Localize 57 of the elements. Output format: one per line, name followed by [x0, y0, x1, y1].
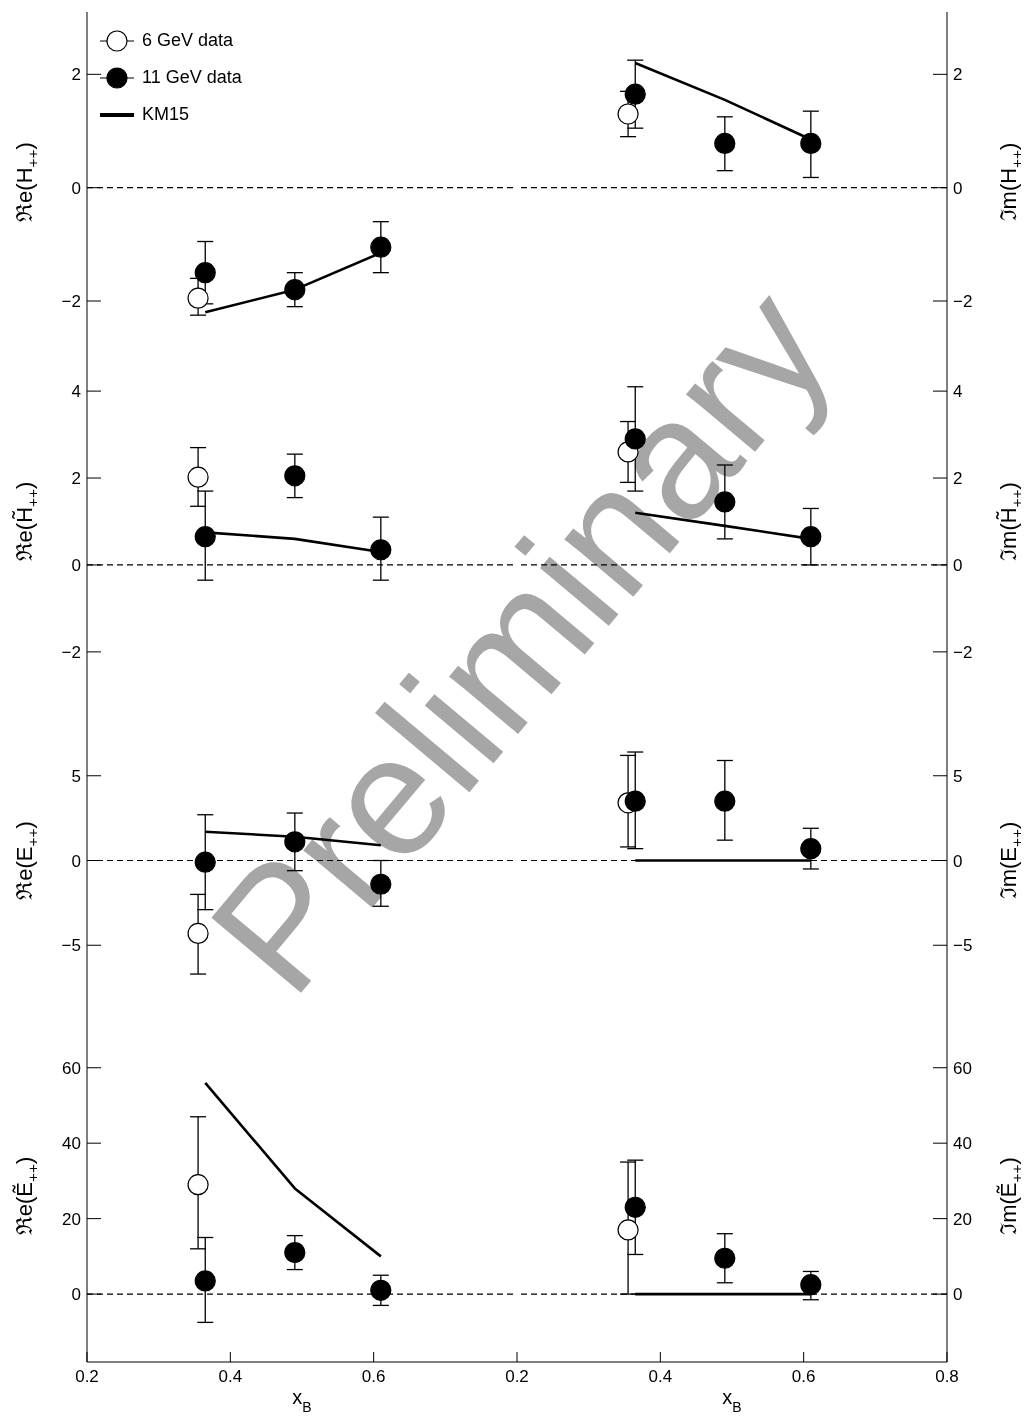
point: [187, 922, 209, 944]
y-tick-label: 2: [71, 469, 81, 489]
y-tick-label: 0: [953, 556, 963, 575]
y-tick-label: 20: [953, 1209, 972, 1229]
y-tick-label: 20: [62, 1209, 81, 1229]
point: [617, 1219, 639, 1241]
x-tick-label: 0.4: [218, 1367, 243, 1387]
y-tick-label: 2: [953, 469, 963, 489]
y-tick-label: 0: [953, 178, 963, 198]
y-tick-label: 0: [71, 1285, 81, 1305]
y-tick-label: 60: [953, 1058, 972, 1078]
x-tick-label: 0.8: [935, 1367, 959, 1387]
x-tick-label: 0.2: [75, 1367, 99, 1387]
y-tick-label: 40: [62, 1134, 81, 1154]
point: [370, 1279, 392, 1301]
point: [187, 1174, 209, 1196]
point: [187, 287, 209, 309]
point: [714, 132, 736, 155]
point: [194, 262, 216, 284]
point: [284, 1241, 306, 1264]
point: [800, 132, 822, 155]
x-axis-title: x$_{B}$: [722, 1386, 742, 1415]
y-tick-label: −2: [953, 292, 973, 312]
y-tick-label: 4: [71, 382, 81, 402]
y-tick-label: 4: [953, 382, 963, 402]
y-tick-label: 0: [71, 556, 81, 575]
y-tick-label: 60: [62, 1058, 81, 1078]
y-tick-label: −2: [953, 642, 973, 662]
x-tick-label: 0.4: [648, 1367, 673, 1387]
x-axis-title: x$_{B}$: [292, 1386, 312, 1415]
point: [617, 103, 639, 125]
y-tick-label: −2: [61, 292, 81, 312]
point: [714, 1247, 736, 1269]
x-tick-label: 0.2: [505, 1367, 529, 1387]
point: [800, 1274, 822, 1296]
legend-label: 6 GeV data: [142, 30, 234, 51]
y-tick-label: 0: [953, 1285, 963, 1305]
legend-label: KM15: [142, 104, 190, 125]
y-tick-label: 0: [71, 178, 81, 198]
legend-label: 11 GeV data: [142, 67, 242, 88]
x-tick-label: 0.6: [361, 1367, 386, 1387]
y-tick-label: 5: [953, 766, 963, 786]
y-tick-label: 40: [953, 1134, 972, 1154]
point: [194, 1270, 216, 1292]
point: [624, 83, 646, 105]
y-tick-label: −2: [61, 642, 81, 662]
y-tick-label: −5: [953, 936, 973, 956]
y-tick-label: −5: [61, 936, 81, 956]
x-tick-label: 0.6: [791, 1367, 816, 1387]
y-tick-label: 5: [71, 766, 81, 786]
point: [624, 1196, 646, 1218]
y-tick-label: 2: [953, 65, 963, 85]
y-tick-label: 2: [71, 65, 81, 85]
point: [370, 236, 392, 258]
point: [187, 466, 209, 488]
y-tick-label: 0: [953, 851, 963, 871]
y-tick-label: 0: [71, 851, 81, 871]
